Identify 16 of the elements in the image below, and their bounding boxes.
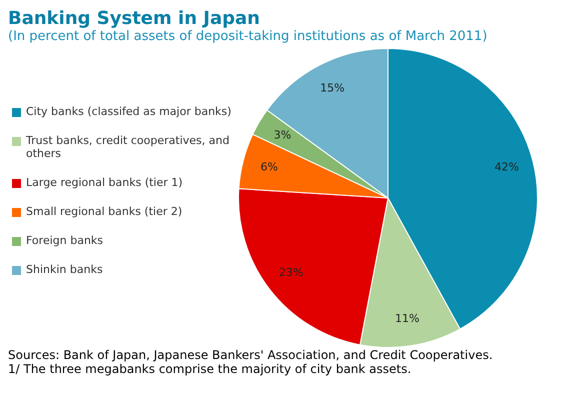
- chart-title: Banking System in Japan: [8, 8, 261, 29]
- source-note: Sources: Bank of Japan, Japanese Bankers' Association, and Credit Cooperatives.: [8, 348, 494, 362]
- legend-label: Shinkin banks: [26, 262, 103, 276]
- chart-subtitle: (In percent of total assets of deposit-taking institutions as of March 2011): [8, 29, 488, 44]
- data-label: 23%: [278, 266, 304, 279]
- legend-label: Trust banks, credit cooperatives, and others: [26, 134, 230, 160]
- legend-label: City banks (classifed as major banks): [26, 104, 232, 118]
- data-label: 42%: [494, 160, 519, 174]
- legend-label: Small regional banks (tier 2): [26, 204, 182, 218]
- data-label: 3%: [274, 128, 292, 142]
- legend-label: Foreign banks: [26, 234, 104, 246]
- legend-label: Large regional banks (tier 1): [26, 176, 183, 188]
- text: 1/ The three megabanks comprise the majority of city bank assets.: [8, 362, 412, 376]
- data-label: 11%: [394, 312, 420, 325]
- data-label: 15%: [320, 82, 345, 95]
- data-label: 6%: [260, 160, 278, 174]
